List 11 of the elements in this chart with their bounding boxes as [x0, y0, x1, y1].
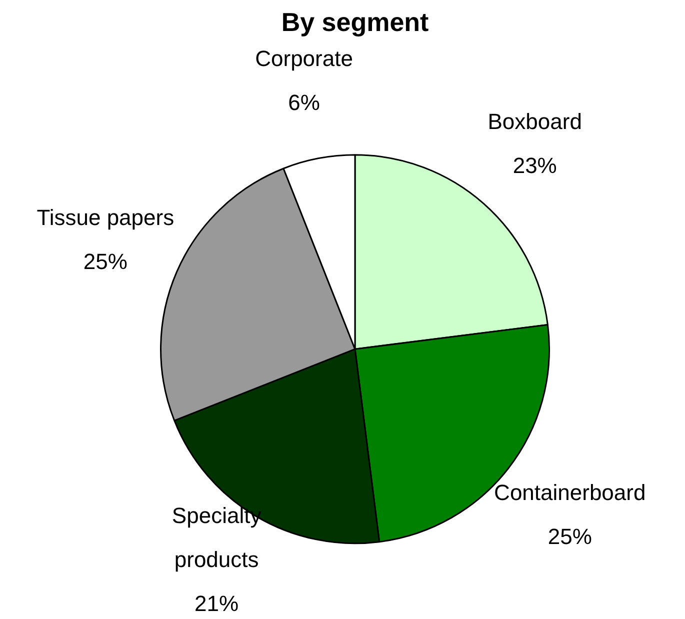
data-label: 23% — [512, 153, 557, 178]
slice-label: Corporate — [255, 46, 353, 72]
slice-label: Boxboard — [488, 109, 582, 134]
slice-label: Tissue papers — [36, 205, 174, 230]
slice-label: Specialty products — [172, 503, 262, 572]
slice-label: Containerboard — [494, 480, 646, 505]
data-label: 6% — [288, 90, 320, 116]
data-label: 25% — [548, 524, 592, 549]
data-label: 25% — [83, 249, 128, 274]
chart-title: By segment — [281, 6, 430, 37]
data-label: 21% — [194, 591, 239, 616]
